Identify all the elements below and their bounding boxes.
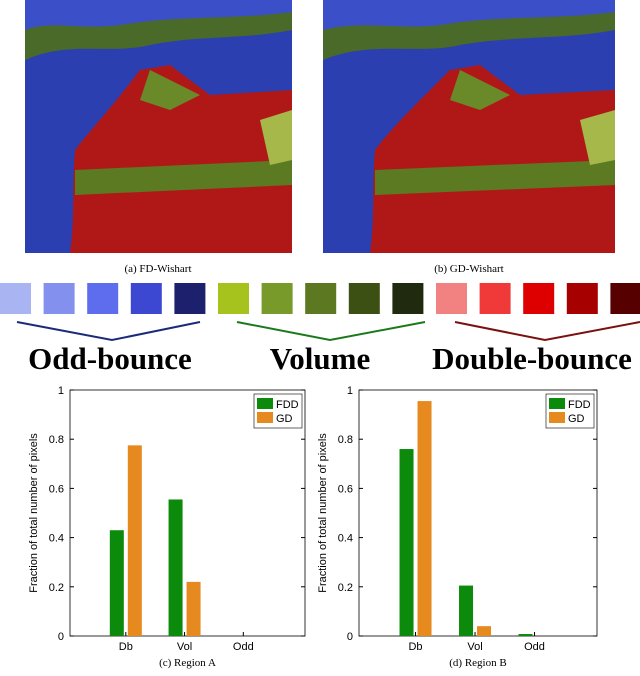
color-swatch xyxy=(479,283,511,314)
bracket xyxy=(454,321,640,342)
legend-swatch xyxy=(549,412,565,423)
color-swatch xyxy=(174,283,206,314)
y-tick-label: 0.8 xyxy=(338,434,353,446)
y-tick-label: 1 xyxy=(58,385,64,397)
y-tick-label: 0.6 xyxy=(338,483,353,495)
x-tick-label: Db xyxy=(408,641,422,653)
image-caption: (a) FD-Wishart xyxy=(124,263,191,275)
color-swatch xyxy=(436,283,467,314)
legend-label: FDD xyxy=(568,399,591,411)
bar xyxy=(186,581,201,636)
legend-label: GD xyxy=(276,413,293,425)
chart-caption: (d) Region B xyxy=(449,657,506,669)
bar xyxy=(168,499,183,636)
y-tick-label: 0.6 xyxy=(49,483,64,495)
color-swatch xyxy=(87,283,119,314)
y-tick-label: 0 xyxy=(347,631,353,643)
y-axis-label: Fraction of total number of pixels xyxy=(28,433,40,593)
x-tick-label: Odd xyxy=(233,641,254,653)
y-tick-label: 0.8 xyxy=(49,434,64,446)
bar xyxy=(109,530,124,636)
bracket xyxy=(236,321,426,342)
group-label: Volume xyxy=(270,341,370,376)
bar xyxy=(399,449,414,636)
y-tick-label: 0.4 xyxy=(338,533,353,545)
color-swatch xyxy=(0,283,31,314)
bracket xyxy=(16,321,201,342)
y-tick-label: 0.4 xyxy=(49,533,64,545)
x-tick-label: Vol xyxy=(467,641,482,653)
legend-label: FDD xyxy=(276,399,299,411)
group-label: Double-bounce xyxy=(432,341,632,376)
legend-swatch xyxy=(549,398,565,409)
sar-image-b xyxy=(323,0,615,253)
bar xyxy=(518,634,533,636)
bar xyxy=(459,585,474,636)
color-swatch xyxy=(261,283,293,314)
color-swatch xyxy=(218,283,249,314)
color-swatch xyxy=(610,283,640,314)
y-tick-label: 1 xyxy=(347,385,353,397)
x-tick-label: Vol xyxy=(177,641,192,653)
legend-swatch xyxy=(257,412,273,423)
color-swatch xyxy=(43,283,75,314)
color-swatch xyxy=(348,283,380,314)
y-tick-label: 0.2 xyxy=(338,582,353,594)
color-swatch xyxy=(392,283,424,314)
y-tick-label: 0.2 xyxy=(49,582,64,594)
bar xyxy=(477,626,492,636)
group-label: Odd-bounce xyxy=(28,341,192,376)
color-swatch xyxy=(130,283,162,314)
color-swatch xyxy=(566,283,598,314)
x-tick-label: Db xyxy=(119,641,133,653)
image-caption: (b) GD-Wishart xyxy=(434,263,504,275)
color-swatch xyxy=(523,283,555,314)
legend-label: GD xyxy=(568,413,585,425)
y-axis-label: Fraction of total number of pixels xyxy=(317,433,329,593)
chart-caption: (c) Region A xyxy=(159,657,216,669)
bar xyxy=(127,445,142,636)
x-tick-label: Odd xyxy=(524,641,545,653)
bar xyxy=(417,401,432,636)
legend-swatch xyxy=(257,398,273,409)
color-swatch xyxy=(305,283,337,314)
sar-image-a xyxy=(25,0,292,253)
y-tick-label: 0 xyxy=(58,631,64,643)
